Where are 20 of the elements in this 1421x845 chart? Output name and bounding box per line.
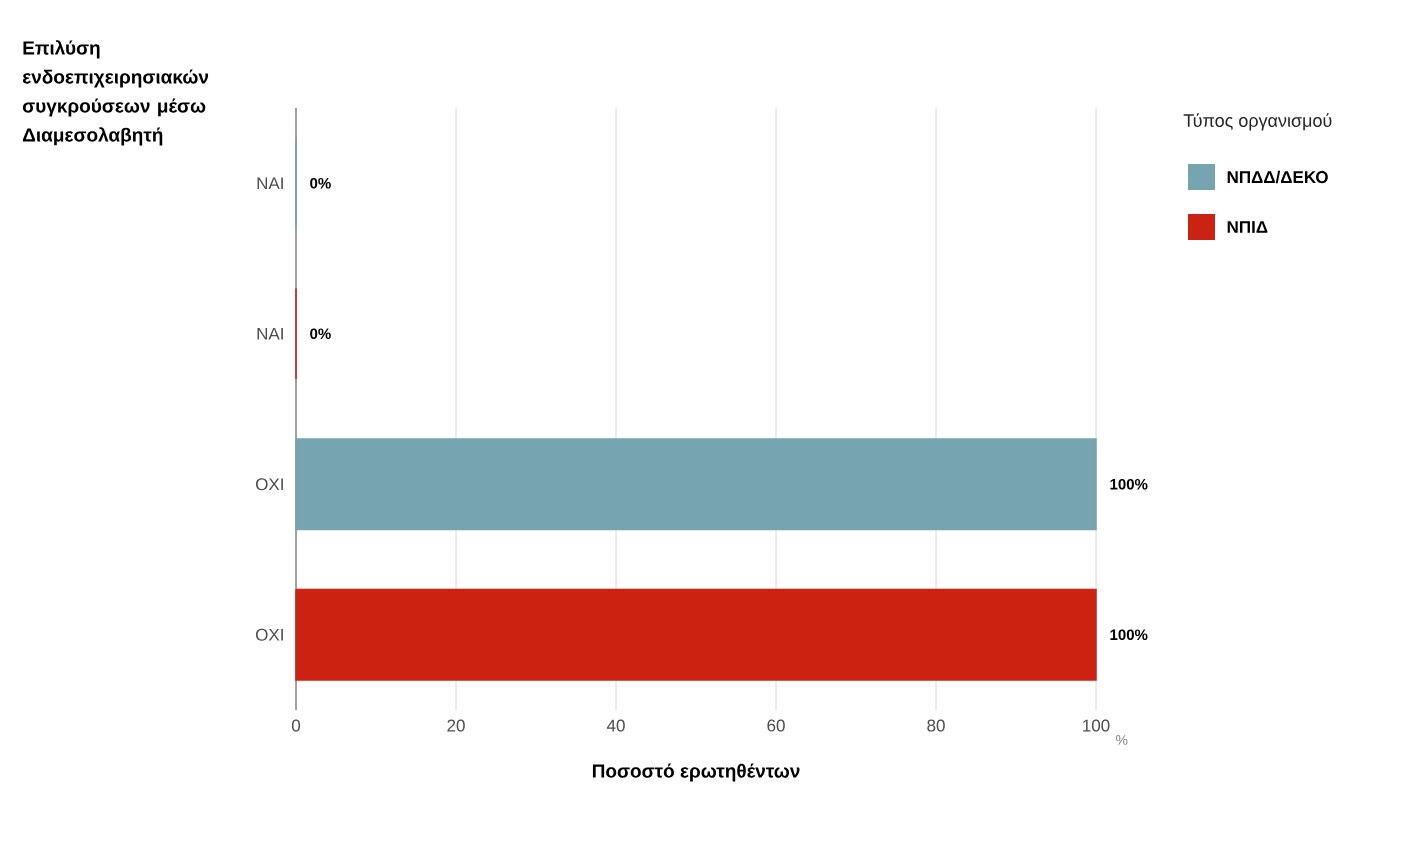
data-label: 100% xyxy=(1110,478,1148,490)
y-axis-title: Επιλύση ενδοεπιχειρησιακών συγκρούσεων μέσω Διαμεσολαβητή xyxy=(22,40,209,146)
x-tick-label: 80 xyxy=(927,719,945,732)
y-tick-label: ΟΧΙ xyxy=(255,628,283,641)
legend-label: ΝΠΙΔ xyxy=(1227,221,1268,233)
x-tick-label: 100 xyxy=(1083,719,1110,732)
y-tick-label: ΟΧΙ xyxy=(255,478,283,491)
x-tick-label: 40 xyxy=(606,719,625,732)
x-tick-label: 0 xyxy=(291,719,301,732)
text: % xyxy=(1116,735,1128,745)
data-label: 0% xyxy=(310,328,331,340)
x-tick-label: 20 xyxy=(447,719,465,732)
y-tick-label: ΝΑΙ xyxy=(257,327,283,340)
data-label: 100% xyxy=(1110,629,1148,641)
x-axis-title: Ποσοστό ερωτηθέντων xyxy=(592,763,800,782)
x-tick-label: 60 xyxy=(767,719,785,732)
data-label: 0% xyxy=(310,177,331,189)
legend-title: Τύπος οργανισμού xyxy=(1183,113,1332,131)
legend-label: ΝΠΔΔ/ΔΕΚΟ xyxy=(1227,170,1328,184)
y-tick-label: ΝΑΙ xyxy=(257,177,283,190)
